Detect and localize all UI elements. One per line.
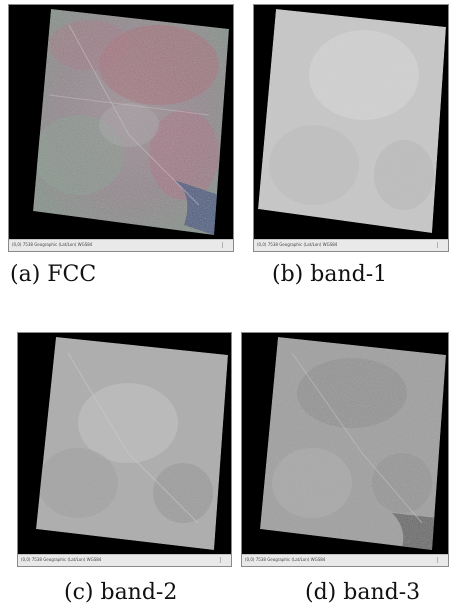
image-viewport: [18, 333, 231, 554]
image-panel-band-3: (0,0) 7538 Geographic (Lat/Lon) WGS84: [241, 332, 449, 567]
image-panel-band-1: (0,0) 7538 Geographic (Lat/Lon) WGS84: [253, 4, 449, 252]
status-text: (0,0) 7538 Geographic (Lat/Lon) WGS84: [21, 557, 102, 562]
status-bar: (0,0) 7538 Geographic (Lat/Lon) WGS84: [9, 239, 233, 251]
status-text: (0,0) 7538 Geographic (Lat/Lon) WGS84: [257, 242, 338, 247]
resize-grip-icon[interactable]: [437, 242, 446, 248]
resize-grip-icon[interactable]: [437, 557, 446, 563]
image-panel-fcc: (0,0) 7538 Geographic (Lat/Lon) WGS84: [8, 4, 234, 252]
caption-fcc: (a) FCC: [10, 262, 97, 287]
image-viewport: [9, 5, 233, 239]
resize-grip-icon[interactable]: [220, 557, 229, 563]
satellite-image-band-3: [260, 337, 446, 550]
image-viewport: [242, 333, 448, 554]
caption-band-3: (d) band-3: [305, 580, 421, 605]
satellite-image-band-2: [36, 337, 228, 550]
status-text: (0,0) 7538 Geographic (Lat/Lon) WGS84: [245, 557, 326, 562]
satellite-image-band-1: [258, 9, 446, 233]
status-bar: (0,0) 7538 Geographic (Lat/Lon) WGS84: [18, 554, 231, 566]
caption-band-2: (c) band-2: [64, 580, 178, 605]
satellite-image-fcc: [33, 9, 229, 235]
status-text: (0,0) 7538 Geographic (Lat/Lon) WGS84: [12, 242, 93, 247]
caption-band-1: (b) band-1: [272, 262, 388, 287]
resize-grip-icon[interactable]: [222, 242, 231, 248]
status-bar: (0,0) 7538 Geographic (Lat/Lon) WGS84: [254, 239, 448, 251]
image-panel-band-2: (0,0) 7538 Geographic (Lat/Lon) WGS84: [17, 332, 232, 567]
image-viewport: [254, 5, 448, 239]
status-bar: (0,0) 7538 Geographic (Lat/Lon) WGS84: [242, 554, 448, 566]
